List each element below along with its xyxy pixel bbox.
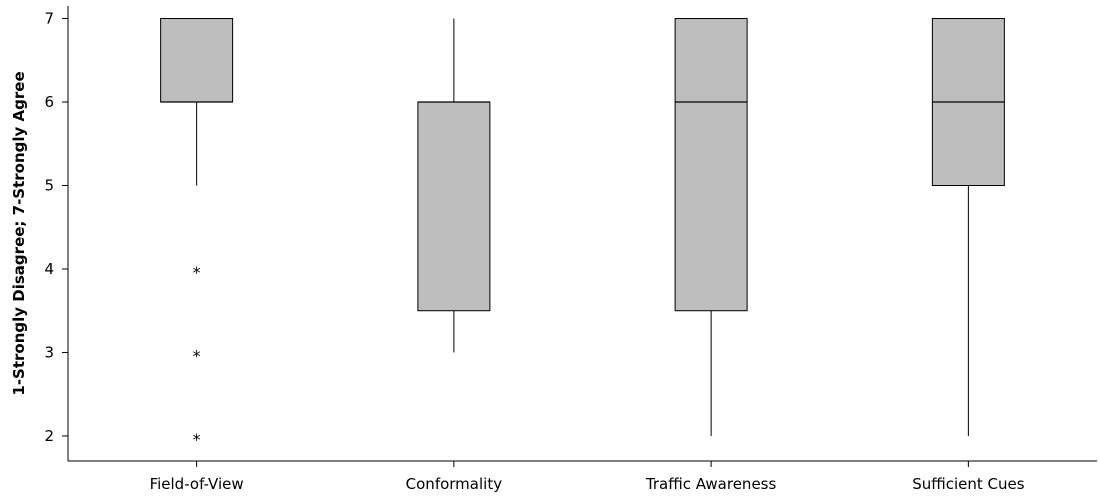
- box-sufficient-cues: [931, 18, 1005, 436]
- x-category-label: Field-of-View: [150, 475, 244, 493]
- y-tick-label: 4: [44, 260, 54, 278]
- y-tick-label: 3: [44, 343, 54, 361]
- y-axis-title: 1-Strongly Disagree; 7-Strongly Agree: [10, 71, 28, 395]
- y-tick-label: 7: [44, 10, 54, 28]
- x-axis: Field-of-View Conformality Traffic Awarene…: [68, 460, 1097, 493]
- iqr-box: [417, 101, 491, 312]
- y-axis: 2 3 4 5 6 7: [44, 6, 69, 461]
- x-category-label: Conformality: [406, 475, 503, 493]
- outlier-point: *: [193, 430, 201, 449]
- y-tick-label: 5: [44, 176, 54, 194]
- iqr-box: [674, 18, 748, 312]
- outlier-point: *: [193, 263, 201, 282]
- y-tick-label: 2: [44, 427, 54, 445]
- iqr-box: [160, 18, 234, 103]
- y-tick-label: 6: [44, 93, 54, 111]
- box-conformality: [417, 18, 491, 353]
- outlier-point: *: [193, 346, 201, 365]
- x-category-label: Sufficient Cues: [912, 475, 1025, 493]
- x-category-label: Traffic Awareness: [645, 475, 777, 493]
- box-field-of-view: * * *: [160, 18, 234, 449]
- plot-area: * * *: [160, 18, 1005, 449]
- box-traffic-awareness: [674, 18, 748, 436]
